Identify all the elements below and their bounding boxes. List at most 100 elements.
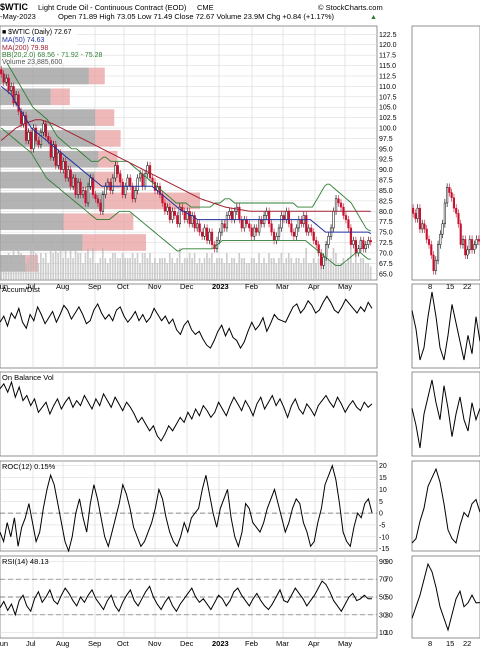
candle-body — [89, 177, 92, 187]
mini-candle-body — [464, 239, 467, 256]
price-tick-label: 80.0 — [379, 209, 393, 216]
y-axis-ticks: 65.0 67.5 70.0 72.5 75.0 77.5 80.0 82.5 85.0 87.5… — [379, 32, 397, 637]
watermark: © StockCharts.com — [318, 3, 383, 12]
candle-body — [282, 215, 286, 220]
volume-bar — [27, 258, 30, 280]
symbol-title: $WTIC — [0, 2, 28, 12]
volume-bar — [0, 268, 2, 280]
candle-body — [287, 211, 291, 225]
roc-tick-label: -10 — [379, 534, 389, 541]
candle-body — [196, 223, 199, 229]
roc-tick-label: 0 — [379, 511, 383, 518]
volume-bar — [196, 263, 198, 280]
volume-bar — [228, 263, 231, 280]
candle-body — [57, 152, 60, 166]
volume-bar — [315, 263, 317, 280]
volume-bar — [310, 263, 312, 280]
volume-bar — [64, 248, 67, 280]
mini-candle-body — [430, 244, 433, 256]
price-tick-label: 120.0 — [379, 42, 397, 49]
candle-body — [17, 94, 20, 112]
volume-bar — [124, 258, 126, 280]
volume-bar — [79, 253, 82, 280]
volume-bar — [233, 258, 236, 280]
volume-bar — [240, 258, 243, 280]
volume-bar — [42, 258, 45, 280]
candle-body — [193, 215, 196, 229]
volume-bar — [295, 258, 298, 280]
candle-body — [203, 227, 206, 237]
candle-body — [344, 215, 348, 220]
mini-candle-body — [455, 207, 458, 214]
volume-bar — [235, 263, 238, 280]
candle-body — [91, 177, 95, 195]
candle-body — [307, 227, 310, 233]
candle-body — [297, 219, 300, 229]
candle-body — [248, 223, 251, 229]
volume-bar — [7, 253, 10, 280]
volume-bar — [278, 258, 280, 280]
price-tick-label: 92.5 — [379, 157, 393, 164]
mini-x-axis-label: 8 — [428, 639, 432, 648]
volume-bar — [2, 258, 5, 280]
volume-bar — [238, 253, 241, 280]
price-tick-label: 85.0 — [379, 188, 393, 195]
candle-body — [148, 165, 152, 179]
obv-line — [0, 380, 373, 442]
volume-bar — [369, 266, 372, 280]
mini-candle-body — [421, 223, 424, 230]
candle-body — [223, 223, 226, 229]
price-tick-label: 110.0 — [379, 84, 396, 91]
candle-body — [114, 165, 117, 179]
ohlc-readout: Open 71.89 High 73.05 Low 71.49 Close 72… — [58, 12, 335, 21]
candle-body — [34, 127, 38, 141]
volume-bar — [250, 258, 253, 280]
candle-body — [0, 69, 3, 75]
candle-body — [32, 127, 35, 150]
volume-bar — [134, 258, 136, 280]
candle-body — [337, 198, 340, 204]
volume-bar — [92, 248, 94, 280]
price-panel — [0, 25, 378, 281]
volume-bar — [10, 263, 12, 280]
volume-bar — [87, 248, 89, 280]
volume-bar — [62, 258, 64, 280]
indicator-lines — [0, 295, 377, 617]
volume-bar — [74, 248, 77, 280]
candle-body — [131, 186, 134, 200]
volume-bar — [305, 248, 308, 280]
volume-bar — [273, 258, 275, 280]
candle-body — [295, 227, 298, 237]
mini-candle-body — [434, 259, 437, 271]
volume-bar — [225, 253, 228, 280]
volume-bar — [136, 253, 139, 280]
x-axis-label: Oct — [117, 639, 130, 648]
vbp-bar-up — [0, 67, 89, 85]
mini-candle-body — [466, 249, 469, 256]
mini-candle-body — [437, 244, 440, 261]
vbp-bar-down — [88, 67, 105, 85]
volume-bar — [129, 258, 131, 280]
candle-body — [84, 190, 87, 204]
mini-roc-panel — [411, 460, 480, 552]
candle-body — [67, 169, 70, 179]
volume-bar — [116, 258, 119, 280]
rsi-tick-label: 90 — [379, 559, 387, 566]
volume-bar — [32, 243, 35, 280]
volume-bar — [39, 253, 42, 280]
x-axis-label: Feb — [245, 282, 258, 291]
price-tick-label: 115.0 — [379, 63, 396, 70]
legend-bb: BB(20,2.0) 68.56 - 71.92 - 75.28 — [2, 52, 103, 59]
candle-body — [317, 244, 320, 254]
price-tick-label: 105.0 — [379, 105, 397, 112]
x-axis-label: Nov — [148, 282, 162, 291]
roc-tick-label: -5 — [379, 522, 385, 529]
mini-candle-body — [441, 223, 444, 235]
x-axis-label: Jun — [0, 639, 8, 648]
candle-body — [153, 181, 157, 191]
volume-bar — [94, 263, 97, 280]
candle-body — [129, 177, 132, 187]
volume-bar — [161, 258, 164, 280]
volume-bar — [317, 258, 320, 280]
ma200-line — [0, 119, 371, 212]
